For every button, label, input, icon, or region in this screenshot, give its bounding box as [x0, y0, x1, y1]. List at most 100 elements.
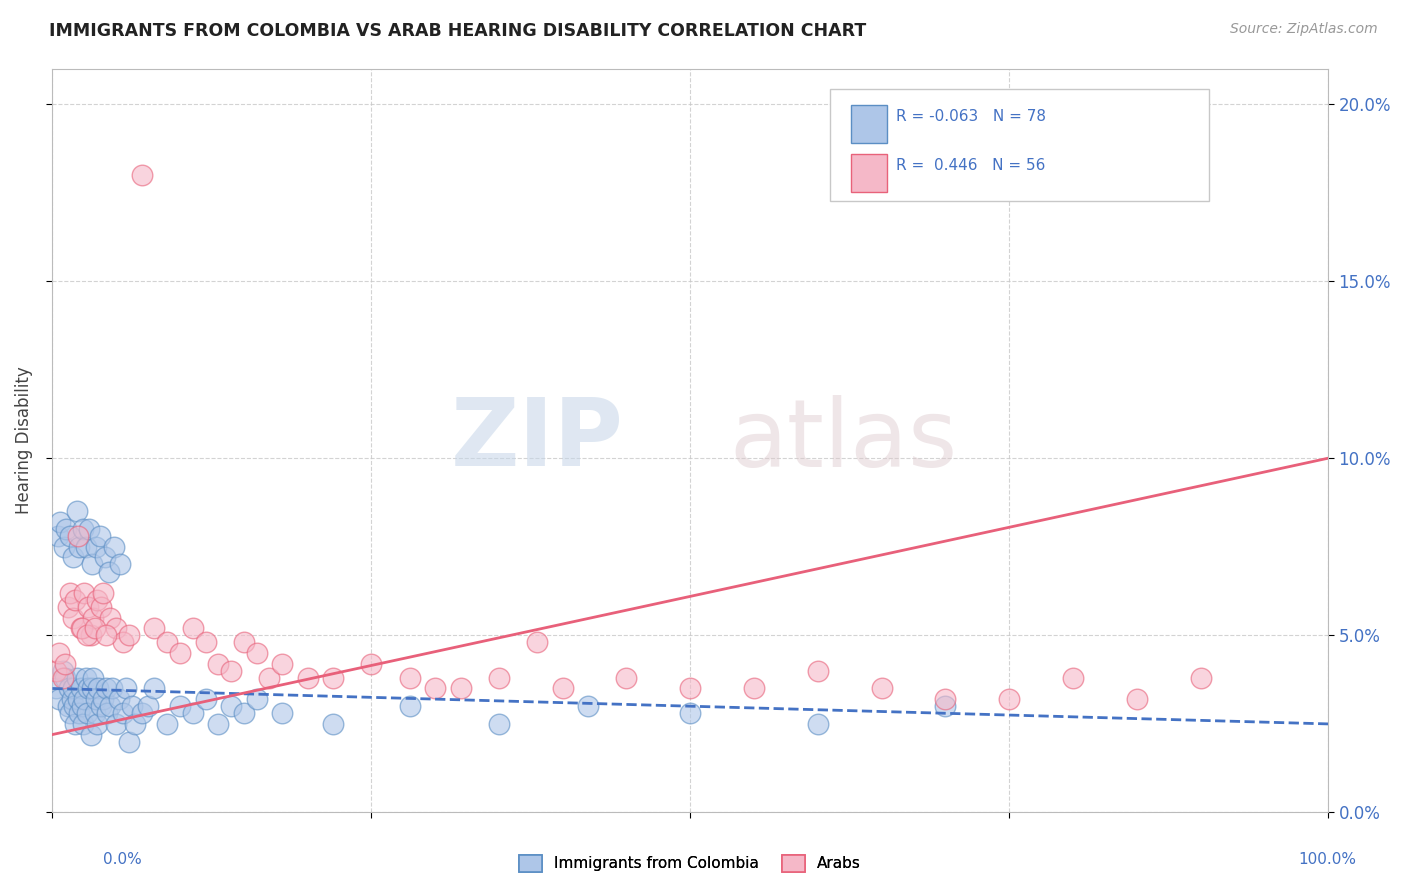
- Point: [322, 717, 344, 731]
- Point: [118, 628, 141, 642]
- Point: [45, 681, 67, 696]
- Point: [207, 657, 229, 671]
- Point: [66, 504, 89, 518]
- Point: [80, 558, 103, 572]
- Point: [998, 692, 1021, 706]
- Point: [66, 671, 89, 685]
- Point: [181, 621, 204, 635]
- Point: [1189, 671, 1212, 685]
- Point: [69, 621, 91, 635]
- Point: [169, 646, 191, 660]
- Point: [93, 586, 115, 600]
- Point: [53, 671, 76, 685]
- Point: [65, 717, 87, 731]
- Point: [45, 664, 67, 678]
- Point: [118, 734, 141, 748]
- Point: [48, 692, 70, 706]
- Point: [107, 692, 129, 706]
- Point: [56, 699, 79, 714]
- Point: [77, 599, 100, 614]
- Point: [89, 529, 111, 543]
- Point: [66, 529, 89, 543]
- Point: [934, 699, 956, 714]
- Point: [245, 646, 267, 660]
- Point: [679, 706, 702, 721]
- Point: [136, 699, 159, 714]
- Point: [181, 706, 204, 721]
- Point: [194, 692, 217, 706]
- Point: [60, 692, 83, 706]
- Text: atlas: atlas: [730, 394, 957, 486]
- Point: [70, 621, 93, 635]
- Point: [115, 681, 138, 696]
- Point: [156, 635, 179, 649]
- Point: [76, 706, 98, 721]
- Point: [80, 727, 103, 741]
- Point: [870, 681, 893, 696]
- Text: Source: ZipAtlas.com: Source: ZipAtlas.com: [1230, 22, 1378, 37]
- Point: [271, 706, 294, 721]
- Point: [98, 610, 121, 624]
- Point: [73, 692, 96, 706]
- Text: R =  0.446   N = 56: R = 0.446 N = 56: [896, 158, 1045, 173]
- Point: [72, 522, 94, 536]
- Point: [53, 657, 76, 671]
- Point: [121, 699, 143, 714]
- Point: [111, 706, 134, 721]
- Point: [86, 593, 108, 607]
- Point: [66, 692, 89, 706]
- Point: [79, 522, 101, 536]
- Point: [450, 681, 472, 696]
- Point: [62, 550, 84, 565]
- Point: [73, 586, 96, 600]
- Point: [297, 671, 319, 685]
- Point: [67, 540, 90, 554]
- Point: [93, 692, 115, 706]
- Point: [526, 635, 548, 649]
- Point: [423, 681, 446, 696]
- Point: [82, 610, 104, 624]
- Point: [143, 681, 166, 696]
- Point: [1125, 692, 1147, 706]
- Text: 100.0%: 100.0%: [1299, 852, 1357, 867]
- Point: [59, 706, 82, 721]
- Point: [83, 706, 105, 721]
- Point: [245, 692, 267, 706]
- Point: [807, 664, 830, 678]
- Point: [576, 699, 599, 714]
- Point: [108, 558, 131, 572]
- Point: [94, 628, 117, 642]
- Point: [56, 599, 79, 614]
- Point: [143, 621, 166, 635]
- Point: [69, 681, 91, 696]
- Point: [219, 664, 242, 678]
- Point: [52, 664, 75, 678]
- Point: [169, 699, 191, 714]
- Point: [103, 540, 125, 554]
- Point: [156, 717, 179, 731]
- Point: [75, 540, 97, 554]
- Y-axis label: Hearing Disability: Hearing Disability: [15, 367, 32, 515]
- Point: [93, 550, 115, 565]
- Legend: Immigrants from Colombia, Arabs: Immigrants from Colombia, Arabs: [512, 847, 869, 880]
- Point: [96, 706, 118, 721]
- Point: [934, 692, 956, 706]
- Point: [679, 681, 702, 696]
- Point: [259, 671, 281, 685]
- Point: [551, 681, 574, 696]
- Point: [488, 717, 510, 731]
- Point: [232, 706, 254, 721]
- Point: [124, 717, 146, 731]
- Point: [58, 681, 80, 696]
- Point: [49, 515, 72, 529]
- Point: [807, 717, 830, 731]
- Point: [94, 681, 117, 696]
- Point: [105, 621, 128, 635]
- Point: [83, 621, 105, 635]
- Point: [80, 681, 103, 696]
- Point: [111, 635, 134, 649]
- Point: [131, 168, 153, 182]
- Point: [65, 593, 87, 607]
- Point: [77, 681, 100, 696]
- Point: [742, 681, 765, 696]
